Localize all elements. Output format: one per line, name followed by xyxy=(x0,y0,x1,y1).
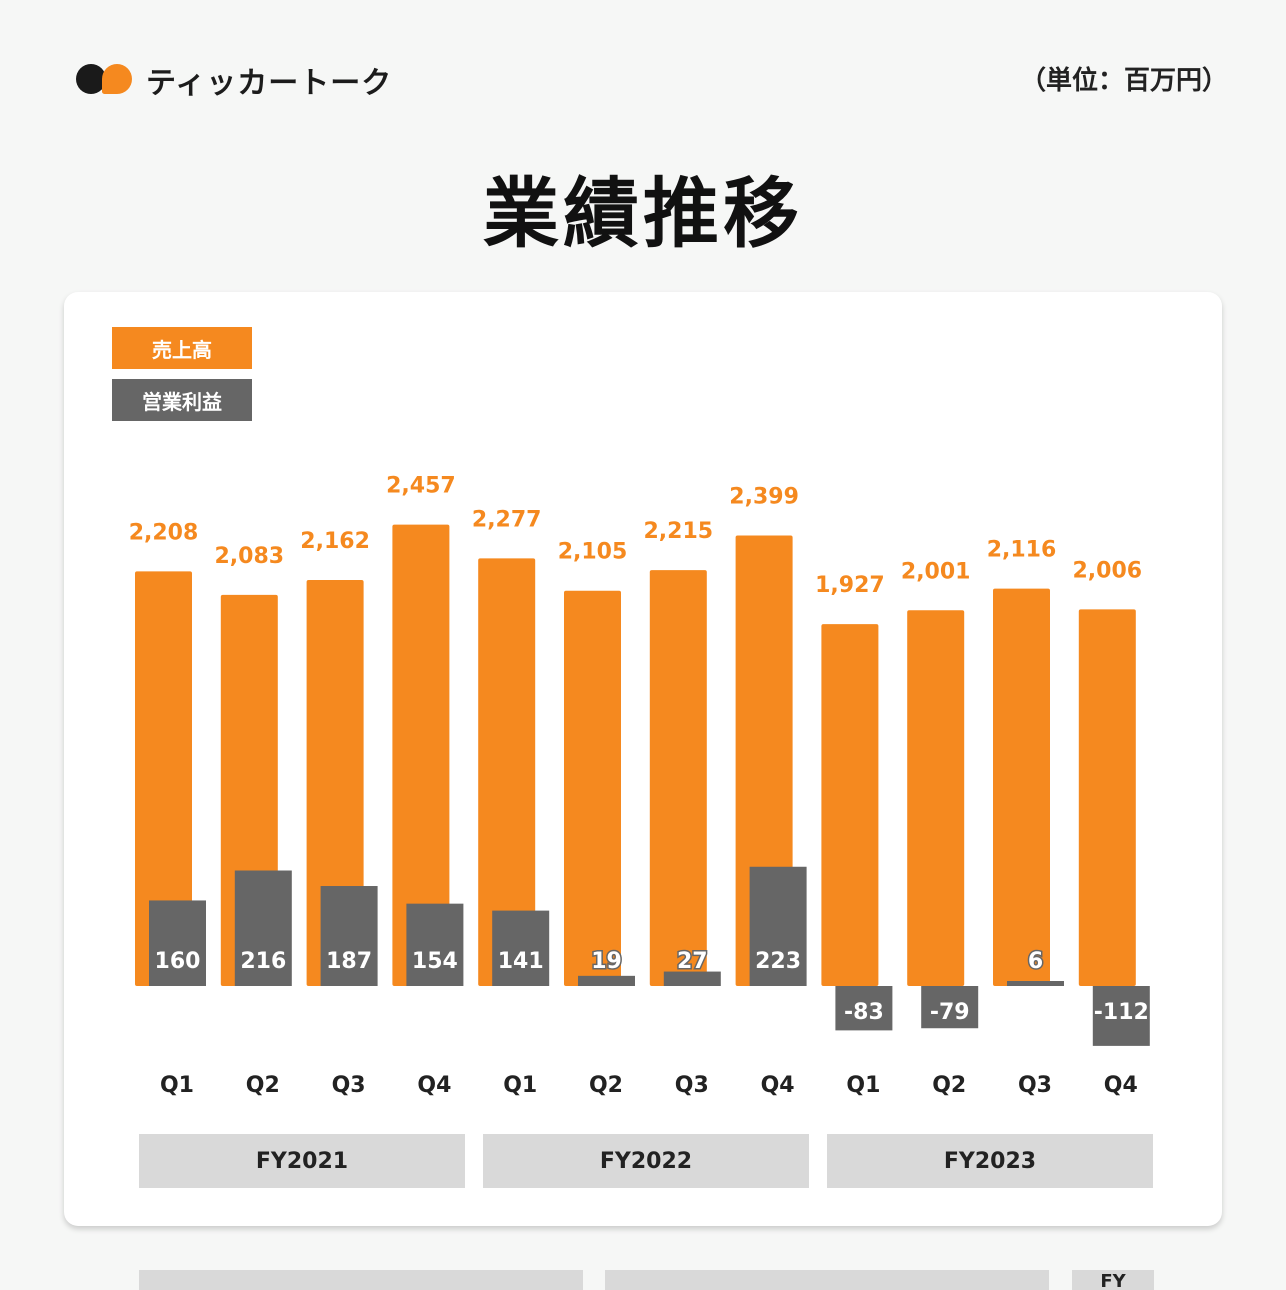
next-section-bar xyxy=(139,1270,583,1290)
sales-bar xyxy=(649,570,707,986)
operating-profit-value-label: 160 xyxy=(155,949,201,974)
unit-label: （単位：百万円） xyxy=(1019,66,1228,96)
sales-bar xyxy=(993,588,1050,986)
speech-bubble-logo-icon xyxy=(74,60,138,100)
performance-chart: 2,208 160 Q1 2,083 216 Q2 2,162 187 Q3 2,457 154 Q4… xyxy=(127,472,1150,1098)
page-header: ティッカートーク （単位：百万円） xyxy=(0,0,1286,140)
operating-profit-bar xyxy=(320,886,378,986)
operating-profit-value-label: 216 xyxy=(240,949,286,974)
chart-card: 売上高 営業利益 2,208 160 Q1 2,083 216 Q2 2,162 187 Q3 2… xyxy=(64,292,1222,1226)
sales-value-label: 2,162 xyxy=(300,529,370,554)
quarter-tick-label: Q1 xyxy=(846,1073,880,1098)
quarter-tick-label: Q3 xyxy=(332,1073,366,1098)
sales-value-label: 2,006 xyxy=(1073,558,1143,583)
operating-profit-value-label: 141 xyxy=(498,949,544,974)
legend-operating-profit: 営業利益 xyxy=(112,379,252,421)
operating-profit-bar xyxy=(234,870,292,986)
sales-value-label: 2,457 xyxy=(386,474,456,499)
operating-profit-value-label: -83 xyxy=(844,1000,884,1025)
brand-logo[interactable]: ティッカートーク xyxy=(74,58,392,102)
operating-profit-value-label: -79 xyxy=(930,1000,970,1025)
sales-bar xyxy=(478,558,536,986)
sales-bar xyxy=(1078,609,1136,986)
quarter-tick-label: Q1 xyxy=(503,1073,537,1098)
operating-profit-bar xyxy=(492,910,550,986)
sales-value-label: 2,116 xyxy=(987,538,1057,563)
quarter-tick-label: Q3 xyxy=(1018,1073,1052,1098)
operating-profit-value-label: 19 xyxy=(591,949,622,974)
operating-profit-value-label: -112 xyxy=(1094,1000,1149,1025)
quarter-tick-label: Q4 xyxy=(761,1073,795,1098)
sales-value-label: 2,083 xyxy=(215,544,285,569)
sales-value-label: 1,927 xyxy=(815,573,885,598)
operating-profit-bar xyxy=(663,971,721,986)
operating-profit-value-label: 27 xyxy=(677,949,708,974)
quarter-tick-label: Q2 xyxy=(589,1073,623,1098)
sales-bar xyxy=(907,610,965,986)
sales-value-label: 2,208 xyxy=(129,520,199,545)
sales-bar xyxy=(821,624,879,986)
next-section-bar xyxy=(605,1270,1049,1290)
page-title: 業績推移 xyxy=(483,169,803,258)
operating-profit-bar xyxy=(749,866,807,986)
quarter-tick-label: Q1 xyxy=(160,1073,194,1098)
brand-name: ティッカートーク xyxy=(146,66,393,101)
operating-profit-bar xyxy=(921,986,979,1029)
operating-profit-value-label: 223 xyxy=(755,949,801,974)
quarter-tick-label: Q2 xyxy=(932,1073,966,1098)
operating-profit-value-label: 187 xyxy=(326,949,372,974)
operating-profit-bar xyxy=(406,903,464,986)
fy-label-fy2022: FY2022 xyxy=(483,1134,809,1188)
quarter-tick-label: Q2 xyxy=(246,1073,280,1098)
operating-profit-value-label: 154 xyxy=(412,949,458,974)
quarter-tick-label: Q4 xyxy=(417,1073,451,1098)
sales-value-label: 2,277 xyxy=(472,507,542,532)
operating-profit-bar xyxy=(149,900,206,986)
operating-profit-bar xyxy=(578,975,635,986)
legend-sales: 売上高 xyxy=(112,327,252,369)
quarter-tick-label: Q3 xyxy=(675,1073,709,1098)
quarter-tick-label: Q4 xyxy=(1104,1073,1138,1098)
operating-profit-bar xyxy=(1092,986,1150,1046)
fy-label-fy2023: FY2023 xyxy=(827,1134,1153,1188)
sales-value-label: 2,001 xyxy=(901,559,971,584)
operating-profit-value-label: 6 xyxy=(1028,949,1043,974)
sales-value-label: 2,399 xyxy=(729,485,799,510)
sales-bar xyxy=(564,590,621,986)
fy-label-fy2021: FY2021 xyxy=(139,1134,465,1188)
sales-bar xyxy=(392,524,450,986)
sales-value-label: 2,105 xyxy=(558,540,628,565)
operating-profit-bar xyxy=(1007,981,1064,986)
next-section-fy-label: FY xyxy=(1072,1270,1154,1290)
sales-value-label: 2,215 xyxy=(644,519,714,544)
sales-bar xyxy=(135,571,192,986)
operating-profit-bar xyxy=(835,986,893,1031)
sales-bar xyxy=(306,580,364,986)
